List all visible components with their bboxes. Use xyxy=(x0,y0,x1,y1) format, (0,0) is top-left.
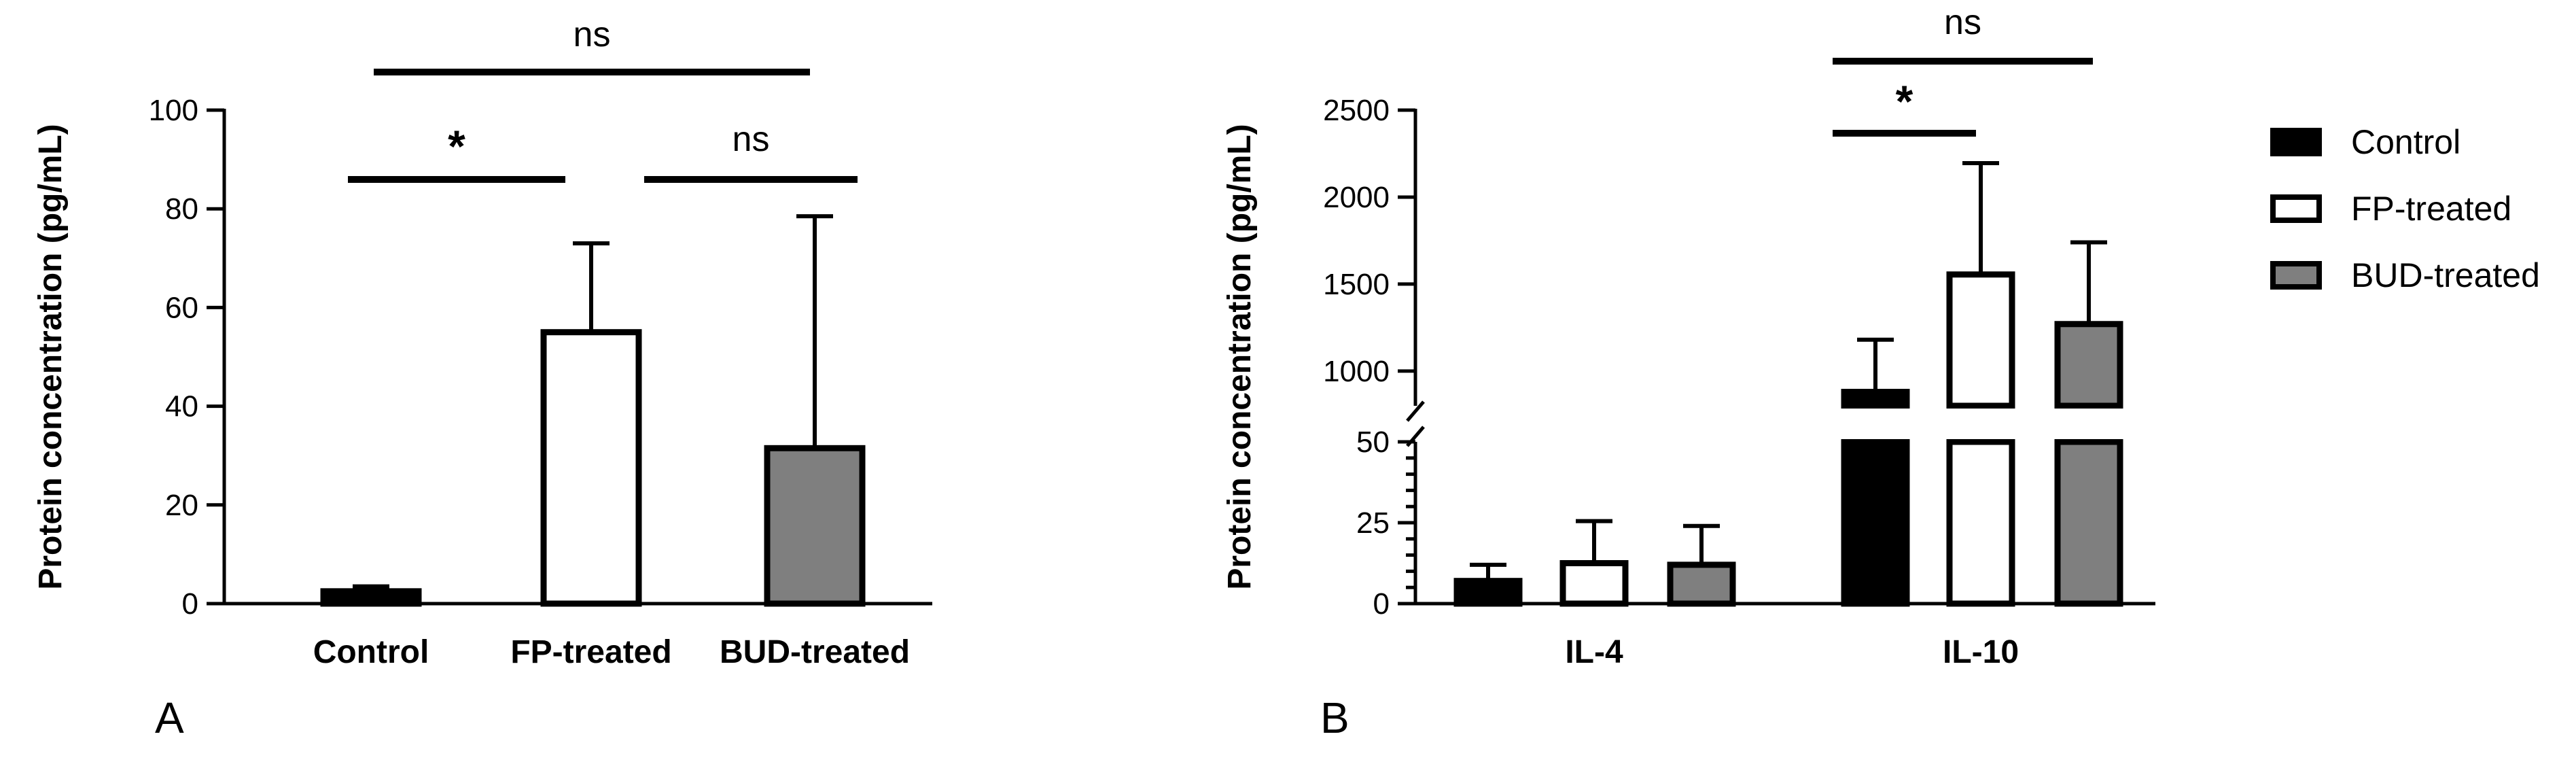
bar-a-0 xyxy=(320,588,422,607)
panel-b-chart: 0 25 50 1000 1500 2000 2500 IL-4 IL-10 Protein co… xyxy=(1222,3,2155,742)
significance-label-b-1: ns xyxy=(1944,3,1981,42)
y-tick-label-a-2: 40 xyxy=(165,390,198,423)
significance-label-b-0: * xyxy=(1896,76,1913,126)
axis-break-gap-2-1 xyxy=(2052,409,2125,439)
panel-label-a: A xyxy=(155,693,184,742)
y-tick-label-a-3: 60 xyxy=(165,291,198,324)
y-tick-label-b-5: 2000 xyxy=(1323,181,1390,214)
x-tick-label-b-1: IL-10 xyxy=(1943,634,2019,670)
y-tick-label-a-0: 0 xyxy=(182,587,198,621)
legend-swatch-1 xyxy=(2270,194,2322,223)
significance-label-a-1: ns xyxy=(733,120,770,159)
legend-swatch-0 xyxy=(2270,128,2322,156)
bar-b-0-1-lower xyxy=(1841,438,1910,607)
legend-swatch-2 xyxy=(2270,261,2322,290)
axis-break-gap-1-1 xyxy=(1944,409,2017,439)
x-tick-label-a-1: FP-treated xyxy=(510,634,671,670)
bar-b-0-0 xyxy=(1453,578,1523,607)
significance-label-a-0: * xyxy=(448,121,465,171)
bar-b-2-1-lower xyxy=(2054,438,2123,607)
x-tick-label-a-2: BUD-treated xyxy=(720,634,910,670)
significance-label-a-2: ns xyxy=(574,15,611,54)
y-tick-label-a-5: 100 xyxy=(149,94,198,127)
legend: Control FP-treated BUD-treated xyxy=(2270,123,2540,294)
y-tick-label-b-1: 25 xyxy=(1356,506,1390,540)
legend-label-1: FP-treated xyxy=(2351,190,2511,228)
x-tick-label-b-0: IL-4 xyxy=(1565,634,1623,670)
bar-a-2 xyxy=(764,445,866,607)
axis-break-gap-0-1 xyxy=(1839,409,1912,439)
bar-a-1 xyxy=(540,329,642,607)
legend-label-2: BUD-treated xyxy=(2351,256,2540,294)
y-tick-label-b-4: 1500 xyxy=(1323,268,1390,301)
y-tick-label-b-6: 2500 xyxy=(1323,94,1390,127)
bar-b-2-1-upper xyxy=(2054,321,2123,409)
y-tick-label-a-1: 20 xyxy=(165,489,198,522)
legend-label-0: Control xyxy=(2351,123,2460,161)
y-tick-label-b-0: 0 xyxy=(1373,587,1390,621)
panel-label-b: B xyxy=(1320,693,1349,742)
y-tick-label-a-4: 80 xyxy=(165,192,198,226)
x-tick-label-a-0: Control xyxy=(313,634,429,670)
bar-b-2-0 xyxy=(1667,561,1736,607)
y-tick-label-b-3: 1000 xyxy=(1323,355,1390,388)
panel-a-chart: 0 20 40 60 80 100 Control FP-treated BUD-treated… xyxy=(33,15,932,742)
y-axis-label-b: Protein concentration (pg/mL) xyxy=(1222,124,1258,589)
y-axis-label-a: Protein concentration (pg/mL) xyxy=(33,124,69,589)
bar-b-0-1-upper xyxy=(1841,389,1910,409)
bar-b-1-1-lower xyxy=(1946,438,2015,607)
axis-break-mark-high xyxy=(1406,400,1425,422)
bar-b-1-0 xyxy=(1559,560,1629,607)
bar-b-1-1-upper xyxy=(1946,271,2015,409)
y-tick-label-b-2: 50 xyxy=(1356,426,1390,459)
